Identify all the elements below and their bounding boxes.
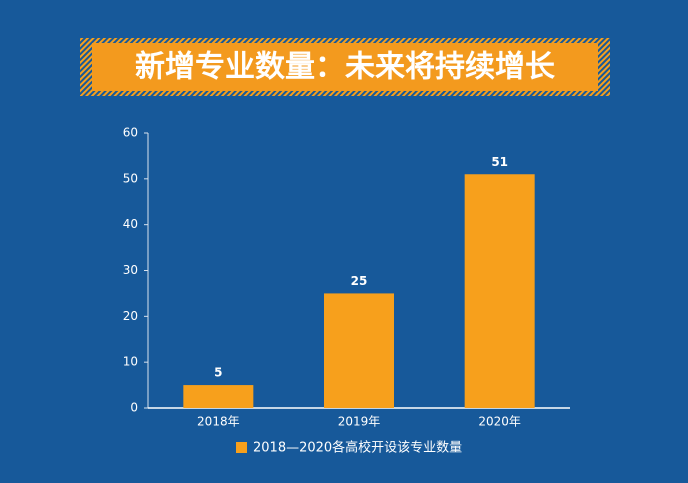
value-label: 5 [214,366,222,380]
y-tick-label: 20 [123,309,138,323]
value-label: 51 [491,155,508,169]
value-label: 25 [351,274,368,288]
legend-swatch [236,442,247,453]
x-tick-label: 2019年 [338,415,381,429]
title-banner: 新增专业数量：未来将持续增长 [80,38,610,96]
y-tick-label: 50 [123,171,138,185]
x-tick-label: 2020年 [478,415,521,429]
legend-label: 2018—2020各高校开设该专业数量 [253,440,462,456]
bar [183,385,254,408]
bar [464,174,535,408]
y-tick-label: 0 [130,401,138,415]
x-tick-label: 2018年 [197,415,240,429]
bar [324,293,394,408]
y-tick-label: 10 [123,355,138,369]
y-tick-label: 40 [123,217,138,231]
y-tick-label: 30 [123,263,138,277]
chart-title: 新增专业数量：未来将持续增长 [135,50,555,85]
y-tick-label: 60 [123,126,138,140]
